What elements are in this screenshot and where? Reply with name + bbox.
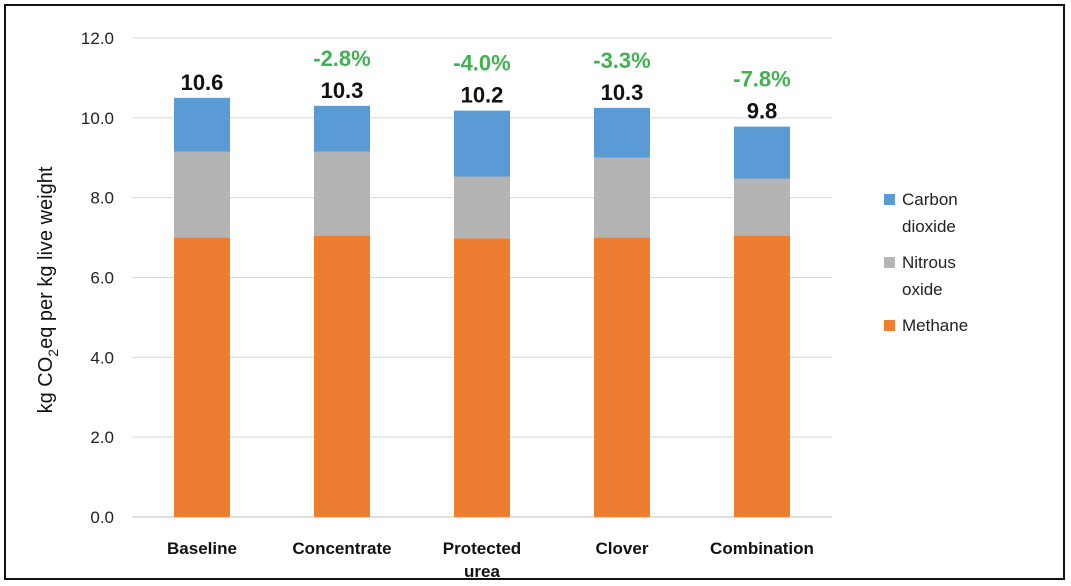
y-axis-label-prefix: kg CO (35, 357, 57, 414)
bar-segment-carbon-dioxide (314, 105, 370, 152)
legend-swatch (884, 320, 895, 331)
legend-label: Nitrous oxide (902, 253, 956, 299)
total-label: 10.6 (181, 70, 224, 95)
y-tick-label: 2.0 (90, 428, 114, 447)
bar-segment-nitrous-oxide (594, 157, 650, 238)
category-label: Baseline (167, 539, 237, 558)
category-label: Combination (710, 539, 814, 558)
bar-segment-nitrous-oxide (454, 176, 510, 239)
bars (174, 97, 790, 518)
change-label: -2.8% (313, 46, 370, 71)
y-tick-label: 0.0 (90, 508, 114, 527)
change-label: -7.8% (733, 67, 790, 92)
y-tick-label: 10.0 (81, 109, 114, 128)
bar-segment-methane (314, 235, 370, 517)
bar-segment-carbon-dioxide (454, 110, 510, 177)
legend-label: Carbon dioxide (902, 190, 958, 236)
total-label: 10.3 (601, 80, 644, 105)
chart-frame (4, 4, 1065, 580)
bar-segment-nitrous-oxide (734, 178, 790, 236)
bar-segment-methane (594, 237, 650, 518)
y-axis-label: kg CO2eq per kg live weight (35, 166, 61, 413)
bar-segment-methane (734, 235, 790, 517)
bar-segment-carbon-dioxide (734, 126, 790, 179)
category-label: Clover (596, 539, 649, 558)
gridlines (132, 37, 832, 518)
total-label: 10.2 (461, 83, 504, 108)
y-tick-label: 6.0 (90, 269, 114, 288)
total-label: 10.3 (321, 78, 364, 103)
change-label: -3.3% (593, 48, 650, 73)
y-tick-label: 8.0 (90, 189, 114, 208)
legend-swatch (884, 194, 895, 205)
bar-segment-nitrous-oxide (314, 151, 370, 236)
category-label: Concentrate (292, 539, 391, 558)
legend-swatch (884, 257, 895, 268)
bar-segment-carbon-dioxide (594, 107, 650, 158)
category-label: Protected urea (443, 539, 521, 581)
data-labels: 10.6 10.3 -2.8% 10.2 -4.0% 10.3 -3.3% 9.8 -7.8% (181, 46, 791, 124)
bar-segment-methane (174, 237, 230, 518)
bar-segment-methane (454, 238, 510, 518)
y-axis-label-suffix: eq per kg live weight (35, 166, 57, 349)
legend: Carbon dioxide Nitrous oxide Methane (884, 190, 968, 335)
bar-segment-nitrous-oxide (174, 151, 230, 238)
y-axis-ticks: 0.0 2.0 4.0 6.0 8.0 10.0 12.0 (81, 29, 114, 527)
total-label: 9.8 (747, 99, 778, 124)
legend-label: Methane (902, 316, 968, 335)
y-axis-label-subscript: 2 (45, 349, 61, 357)
y-tick-label: 4.0 (90, 348, 114, 367)
y-tick-label: 12.0 (81, 29, 114, 48)
bar-segment-carbon-dioxide (174, 97, 230, 152)
change-label: -4.0% (453, 51, 510, 76)
x-axis-categories: Baseline Concentrate Protected urea Clover Co… (167, 539, 814, 581)
